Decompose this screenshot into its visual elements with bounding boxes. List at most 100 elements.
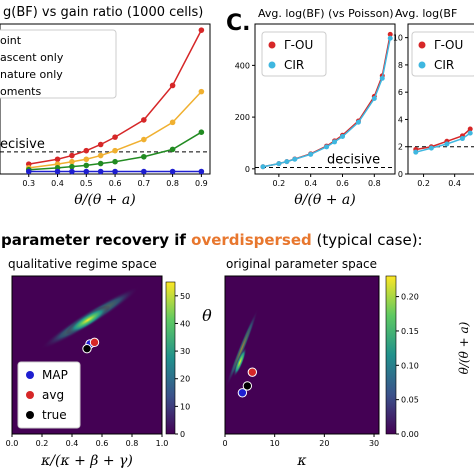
panel-b-point: [97, 152, 104, 159]
panel-e-point-true: [242, 381, 253, 391]
panel-b-point: [97, 141, 104, 148]
panel-d-xtick-label: 0.0: [6, 439, 19, 448]
panel-c2-legend-marker: [418, 41, 426, 49]
panel-b-legend-label: oint: [0, 34, 22, 47]
panel-d-colorbar-label: 40: [180, 319, 190, 328]
panel-c-reference-label: decisive: [327, 153, 380, 168]
panel-e-colorbar-label: 0.10: [401, 361, 419, 370]
panel-d-frame: [11, 275, 163, 435]
panel-b-point: [69, 168, 75, 175]
panel-d-legend-label: MAP: [42, 368, 68, 382]
panel-c-point: [340, 134, 345, 139]
panel-c-point: [284, 159, 290, 165]
panel-b-point: [198, 168, 205, 175]
panel-c2-xtick-label: 0.4: [448, 179, 461, 188]
panel-d-title: qualitative regime space: [8, 257, 157, 271]
panel-e-frame: [224, 275, 380, 435]
panel-c2-point: [413, 149, 419, 155]
panel-e-heatmap-bg: [225, 276, 379, 434]
panel-e-colorbar: [385, 275, 397, 435]
panel-c2-ytick-label: 0: [398, 170, 403, 179]
panel-c-point: [260, 164, 266, 170]
panel-c2-point: [459, 136, 465, 142]
panel-b-point: [112, 158, 118, 165]
panel-b-point: [169, 168, 176, 175]
panel-b-xtick-label: 0.9: [195, 179, 208, 188]
panel-b-point: [141, 153, 147, 160]
panel-b-point: [112, 168, 118, 175]
panel-c-point: [292, 156, 298, 162]
panel-b-xtick-label: 0.4: [51, 179, 64, 188]
panel-b-point: [198, 129, 205, 135]
panel-c2-group: 0.2 0.4 0 2 4 6 8 10 Γ-OU CIR: [393, 23, 474, 188]
panel-b-point: [198, 27, 205, 33]
panel-d-point-true: [82, 343, 92, 354]
panel-b-series-line-1: [28, 91, 202, 169]
panel-c-xtick-label: 0.4: [304, 179, 317, 188]
panel-d-xtick-label: 0.6: [96, 439, 109, 448]
heading-prefix: parameter recovery if: [1, 231, 191, 249]
panel-e-xtick-label: 20: [319, 439, 329, 448]
panel-e-xtick-label: 10: [270, 439, 280, 448]
panel-d-xlabel: κ/(κ + β + γ): [40, 453, 133, 469]
panel-b-point: [169, 146, 176, 153]
panel-e-xlabel: κ: [296, 453, 306, 469]
heading-highlight: overdispersed: [191, 231, 312, 249]
panel-e-xtick-label: 0: [222, 439, 227, 448]
panel-d-legend-marker: [26, 411, 34, 419]
panel-d-legend-marker: [26, 371, 34, 379]
panel-d-xtick-label: 0.8: [126, 439, 139, 448]
panel-b-point: [83, 162, 90, 169]
panel-b-xlabel: θ/(θ + a): [74, 192, 135, 208]
panel-b-xtick-label: 0.5: [80, 179, 93, 188]
panel-c2-legend-label: CIR: [434, 58, 454, 72]
panel-b-frame: [0, 23, 211, 175]
panel-c-point: [308, 151, 314, 157]
panel-d-legend-label: avg: [42, 388, 64, 402]
panel-b-point: [169, 82, 176, 89]
panel-b-xtick-label: 0.3: [22, 179, 35, 188]
panel-c-frame: [254, 23, 396, 175]
panel-e-title: original parameter space: [226, 257, 377, 271]
panel-c2-legend-label: Γ-OU: [434, 38, 463, 52]
panel-c2-ytick-label: 8: [398, 61, 403, 70]
panel-c2-ytick-label: 10: [393, 34, 403, 43]
panel-d-point-avg: [89, 337, 100, 348]
panel-c2-ytick-label: 2: [398, 143, 403, 152]
panel-d-colorbar-label: 0: [180, 430, 185, 439]
panel-d-colorbar-label: 10: [180, 402, 190, 411]
panel-b-legend-label: ascent only: [0, 51, 64, 64]
panel-c2-legend: [411, 31, 474, 77]
panel-d-legend: [17, 361, 81, 429]
panel-e-density-0: [226, 309, 258, 387]
panel-c2-point: [467, 130, 473, 136]
panel-b-point: [69, 163, 75, 170]
panel-b-legend-label: nature only: [0, 68, 63, 81]
heading-suffix: (typical case):: [312, 231, 423, 249]
panel-e-colorbar-label: 0.00: [401, 430, 419, 439]
panel-c2-title: Avg. log(BF: [395, 7, 457, 20]
panel-c-point: [355, 119, 361, 125]
panel-e-ylabel: θ: [202, 306, 212, 325]
panel-d-colorbar: [165, 281, 176, 435]
panel-e-point-avg: [247, 367, 258, 377]
panel-d-density-1: [65, 305, 111, 335]
panel-c2-point: [467, 126, 473, 132]
panel-c2-ytick-label: 6: [398, 88, 403, 97]
panel-b-reference-label: ecisive: [0, 137, 45, 152]
panel-e-point-map: [237, 388, 248, 398]
panel-c-ytick-label: 0: [245, 165, 250, 174]
panel-b-point: [54, 156, 61, 163]
panel-b-xtick-label: 0.8: [166, 179, 179, 188]
panel-c-letter: C.: [226, 11, 251, 36]
panel-c2-xtick-label: 0.2: [417, 179, 430, 188]
panel-b-group: ecisive 0.3 0.4 0.5 0.6 0.7 0.8 0.9 θ/(θ + a) oin…: [0, 23, 211, 208]
panel-c-legend-marker: [268, 61, 276, 69]
panel-c-legend-label: CIR: [284, 58, 304, 72]
panel-d-legend-marker: [26, 391, 34, 399]
panel-b-point: [141, 136, 147, 143]
panel-d-colorbar-label: 50: [180, 292, 190, 301]
panel-d-group: 0.0 0.2 0.4 0.6 0.8 1.0 κ/(κ + β + γ) 0 10 20 30 40…: [6, 275, 190, 469]
panel-c-point: [387, 31, 393, 37]
section-heading: parameter recovery if overdispersed (typ…: [1, 231, 423, 249]
